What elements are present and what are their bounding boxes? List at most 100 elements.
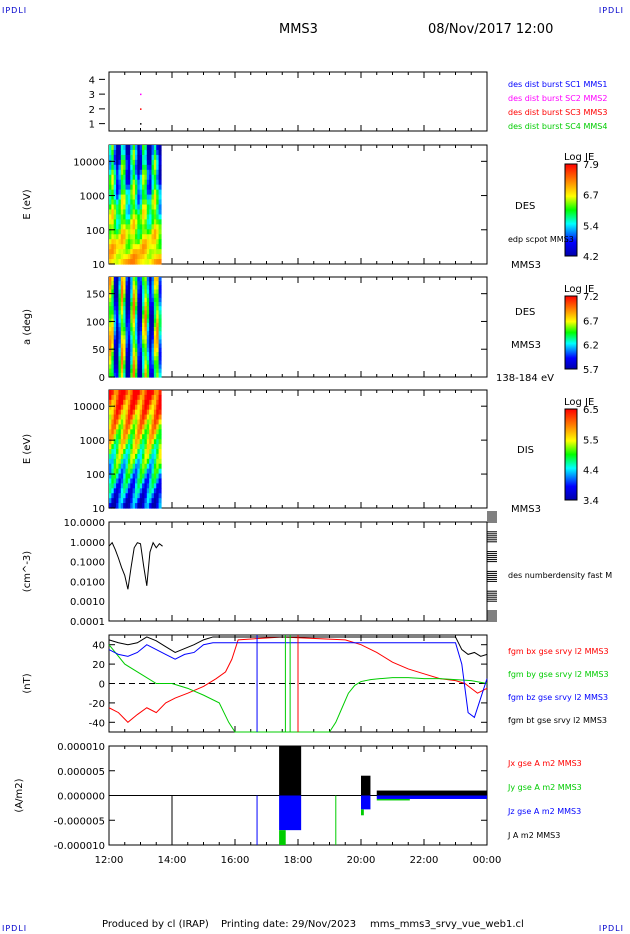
spectrogram-cell bbox=[151, 281, 155, 286]
spectrogram-cell bbox=[125, 249, 129, 255]
colorbar-tick-label: 5.5 bbox=[583, 435, 599, 446]
spectrogram-cell bbox=[113, 306, 117, 311]
spectrogram-cell bbox=[153, 219, 157, 225]
spectrogram-cell bbox=[113, 404, 117, 411]
spectrogram-cell bbox=[146, 281, 150, 286]
spectrogram-cell bbox=[144, 434, 148, 440]
spectrogram-cell bbox=[120, 372, 124, 378]
spectrogram-cell bbox=[158, 154, 162, 161]
spectrogram-cell bbox=[116, 306, 120, 311]
spectrogram-cell bbox=[125, 394, 129, 401]
spectrogram-cell bbox=[158, 234, 162, 240]
spectrogram-cell bbox=[132, 463, 136, 470]
spectrogram-cell bbox=[120, 174, 124, 181]
spectrogram-cell bbox=[130, 244, 134, 250]
spectrogram-cell bbox=[123, 343, 127, 349]
spectrogram-cell bbox=[151, 169, 155, 176]
spectrogram-cell bbox=[134, 169, 138, 176]
spectrogram-cell bbox=[137, 239, 141, 245]
spectrogram-cell bbox=[153, 434, 157, 440]
spectrogram-cell bbox=[158, 394, 162, 401]
spectrogram-cell bbox=[156, 458, 160, 465]
spectrogram-cell bbox=[153, 249, 157, 255]
spectrogram-cell bbox=[139, 244, 143, 250]
spectrogram-cell bbox=[111, 399, 115, 406]
spectrogram-cell bbox=[125, 356, 129, 361]
spectrogram-cell bbox=[130, 194, 134, 201]
spectrogram-cell bbox=[134, 439, 138, 445]
spectrogram-cell bbox=[151, 219, 155, 225]
y-axis-label: (cm^-3) bbox=[22, 551, 33, 592]
spectrogram-cell bbox=[125, 352, 129, 357]
spectrogram-cell bbox=[125, 483, 129, 489]
spectrogram-cell bbox=[132, 159, 136, 166]
spectrogram-cell bbox=[151, 322, 155, 328]
spectrogram-cell bbox=[111, 310, 115, 316]
spectrogram-cell bbox=[151, 360, 155, 366]
spectrogram-cell bbox=[123, 356, 127, 361]
spectrogram-cell bbox=[142, 277, 146, 282]
spectrogram-cell bbox=[146, 343, 150, 349]
spectrogram-cell bbox=[137, 493, 141, 499]
spectrogram-cell bbox=[132, 424, 136, 430]
spectrogram-cell bbox=[144, 189, 148, 196]
spectrogram-cell bbox=[134, 478, 138, 485]
spectrogram-cell bbox=[158, 285, 162, 291]
spectrogram-cell bbox=[139, 314, 143, 320]
spectrogram-cell bbox=[118, 352, 122, 357]
y-tick-label: 150 bbox=[86, 290, 105, 301]
spectrogram-cell bbox=[127, 347, 131, 353]
spectrogram-cell bbox=[144, 404, 148, 411]
spectrogram-cell bbox=[127, 449, 131, 455]
spectrogram-cell bbox=[137, 449, 141, 455]
spectrogram-cell bbox=[118, 159, 122, 166]
spectrogram-cell bbox=[123, 244, 127, 250]
spectrogram-cell bbox=[127, 322, 131, 328]
spectrogram-cell bbox=[111, 339, 115, 345]
spectrogram-cell bbox=[109, 352, 112, 357]
spectrogram-cell bbox=[146, 364, 150, 370]
spectrogram-cell bbox=[137, 189, 141, 196]
spectrogram-cell bbox=[113, 310, 117, 316]
spectrogram-cell bbox=[144, 149, 148, 156]
spectrogram-cell bbox=[127, 318, 131, 324]
spectrogram-cell bbox=[120, 189, 124, 196]
spectrogram-cell bbox=[111, 409, 115, 416]
corner-label-left: IPDLI bbox=[2, 6, 28, 15]
spectrogram-cell bbox=[120, 424, 124, 430]
spectrogram-cell bbox=[123, 179, 127, 186]
spectrogram-cell bbox=[151, 352, 155, 357]
spectrogram-cell bbox=[109, 424, 112, 430]
spectrogram-cell bbox=[118, 360, 122, 366]
y-axis-label: E (eV) bbox=[22, 434, 33, 464]
spectrogram-cell bbox=[109, 159, 112, 166]
spectrogram-cell bbox=[142, 179, 146, 186]
spectrogram-cell bbox=[142, 414, 146, 421]
spectrogram-cell bbox=[111, 169, 115, 176]
spectrogram-cell bbox=[144, 483, 148, 489]
spectrogram-cell bbox=[118, 429, 122, 435]
spectrogram-cell bbox=[151, 289, 155, 295]
spectrogram-cell bbox=[125, 189, 129, 196]
spectrogram-cell bbox=[151, 424, 155, 430]
burst-point bbox=[140, 93, 142, 96]
current-burst-tail bbox=[376, 798, 410, 801]
y-axis-label: E (eV) bbox=[22, 189, 33, 219]
spectrogram-cell bbox=[142, 327, 146, 332]
spectrogram-cell bbox=[134, 468, 138, 475]
spectrogram-cell bbox=[144, 343, 148, 349]
spectrogram-cell bbox=[139, 434, 143, 440]
spectrogram-cell bbox=[116, 503, 120, 509]
spectrogram-cell bbox=[127, 458, 131, 465]
spectrogram-cell bbox=[137, 229, 141, 235]
spectrogram-cell bbox=[146, 145, 150, 151]
spectrogram-cell bbox=[111, 473, 115, 480]
current-legend-entry: Jx gse A m2 MMS3 bbox=[507, 759, 582, 768]
spectrogram-cell bbox=[134, 199, 138, 206]
time-tick-label: 12:00 bbox=[95, 855, 124, 866]
spectrogram-cell bbox=[120, 352, 124, 357]
spectrogram-side-label: 138-184 eV bbox=[496, 373, 554, 384]
spectrogram-cell bbox=[125, 347, 129, 353]
spectrogram-cell bbox=[116, 331, 120, 336]
spectrogram-cell bbox=[116, 478, 120, 485]
